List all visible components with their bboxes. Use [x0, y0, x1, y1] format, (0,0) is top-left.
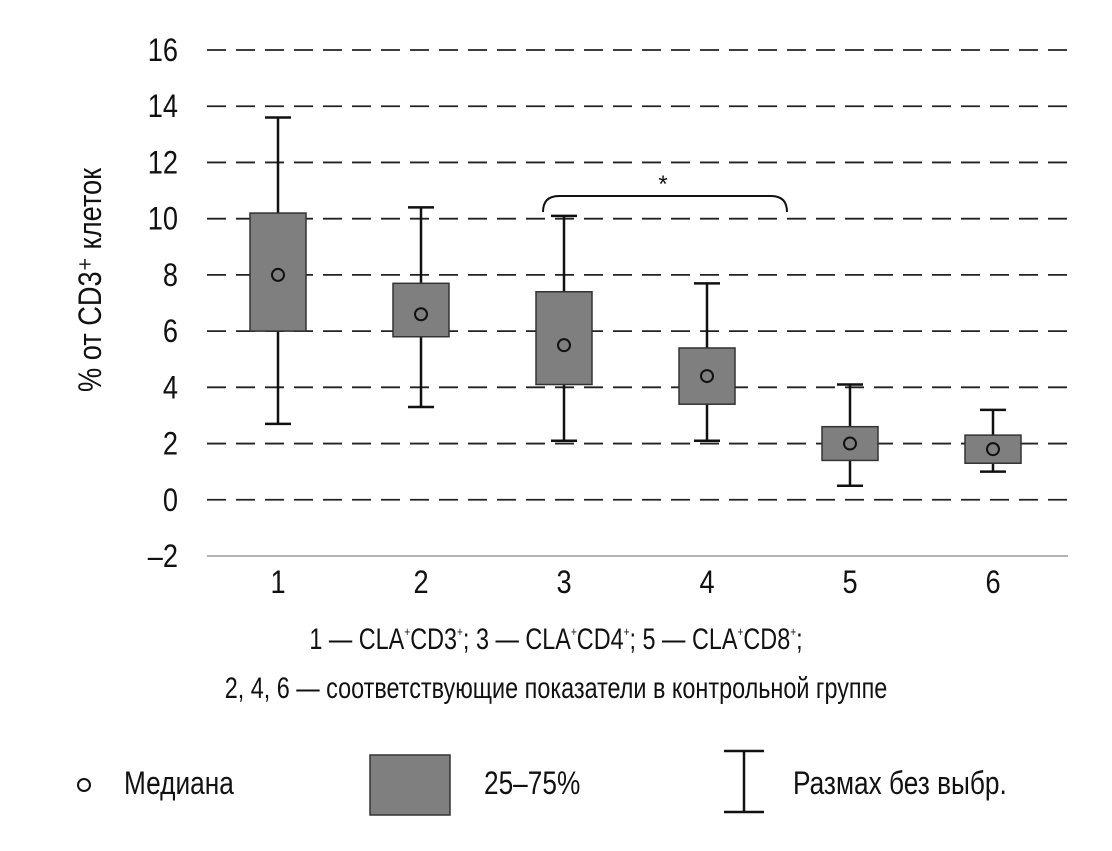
median-marker: [843, 436, 857, 451]
box-iqr: [821, 425, 879, 462]
y-tick-label: 14: [148, 89, 178, 125]
y-tick-label: 6: [163, 314, 178, 350]
y-tick-label: 8: [163, 258, 178, 294]
box-iqr: [535, 291, 593, 386]
box-iqr: [392, 282, 450, 338]
median-marker: [557, 338, 571, 353]
x-tick-label: 1: [270, 565, 285, 601]
x-tick-label: 3: [556, 565, 571, 601]
grid-lines: [207, 49, 1068, 557]
box-6: [964, 408, 1022, 473]
legend-range-label: Размах без выбр.: [793, 765, 1007, 801]
x-tick-labels: 1 2 3 4 5 6: [270, 565, 1000, 601]
x-tick-label: 6: [985, 565, 1000, 601]
caption-line-1: 1 — CLA+CD3+; 3 — CLA+CD4+; 5 — CLA+CD8+…: [309, 623, 803, 656]
median-marker: [700, 369, 714, 384]
annotations: *: [542, 171, 788, 213]
x-tick-label: 2: [413, 565, 428, 601]
box-iqr: [678, 347, 736, 405]
y-tick-label: 4: [163, 370, 178, 406]
median-marker: [271, 267, 285, 282]
box-3: [535, 214, 593, 442]
median-marker: [986, 442, 1000, 457]
y-tick-labels: –2 0 2 4 6 8 10 12 14 16: [148, 33, 178, 575]
y-tick-label: 16: [148, 33, 178, 69]
y-tick-label: 10: [148, 202, 178, 238]
box-2: [392, 206, 450, 409]
significance-star: *: [658, 171, 667, 198]
legend-box-label: 25–75%: [484, 765, 581, 801]
y-tick-label: 2: [163, 427, 178, 463]
significance-bracket: [542, 195, 788, 213]
legend-median-label: Медиана: [124, 765, 234, 801]
median-marker: [414, 307, 428, 322]
box-5: [821, 383, 879, 487]
box-iqr: [964, 434, 1022, 464]
y-tick-label: 12: [148, 145, 178, 181]
x-tick-label: 5: [842, 565, 857, 601]
box-iqr: [249, 212, 307, 332]
x-tick-label: 4: [699, 565, 714, 601]
y-axis-label: % от CD3⁺ клеток: [73, 167, 109, 392]
caption-line-2: 2, 4, 6 — соответствующие показатели в к…: [224, 672, 888, 705]
box-1: [249, 116, 307, 426]
box-4: [678, 282, 736, 442]
y-tick-label: –2: [148, 539, 178, 575]
boxes: [249, 116, 1022, 487]
y-tick-label: 0: [163, 483, 178, 519]
